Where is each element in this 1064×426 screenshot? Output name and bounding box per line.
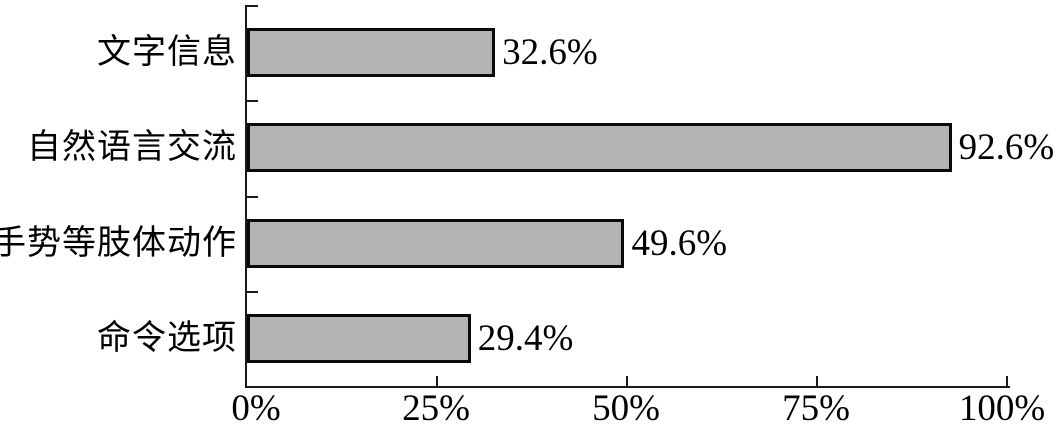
y-axis-line xyxy=(245,5,247,388)
category-label: 手势等肢体动作 xyxy=(0,225,237,262)
x-axis-tick xyxy=(1006,376,1008,386)
x-tick-label: 50% xyxy=(592,388,660,426)
bar xyxy=(247,314,471,363)
x-axis-tick xyxy=(816,376,818,386)
value-label: 32.6% xyxy=(502,32,598,73)
y-axis-tick xyxy=(247,196,258,198)
x-axis-line xyxy=(245,386,1010,388)
value-label: 92.6% xyxy=(958,127,1055,168)
x-tick-label: 0% xyxy=(231,388,281,426)
category-label: 文字信息 xyxy=(97,34,237,71)
bar-row: 手势等肢体动作 49.6% xyxy=(0,196,1064,292)
bar xyxy=(247,123,952,172)
bar xyxy=(247,28,496,77)
bar-track: 49.6% xyxy=(247,219,1008,268)
bar-track: 92.6% xyxy=(247,123,1054,172)
bar xyxy=(247,219,625,268)
category-label: 自然语言交流 xyxy=(27,129,237,166)
bar-track: 29.4% xyxy=(247,314,1008,363)
bar-row: 文字信息 32.6% xyxy=(0,5,1064,101)
y-axis-tick xyxy=(247,291,258,293)
x-axis-tick xyxy=(626,376,628,386)
value-label: 49.6% xyxy=(631,223,728,264)
category-label: 命令选项 xyxy=(97,320,237,357)
x-axis-tick xyxy=(436,376,438,386)
bar-row: 命令选项 29.4% xyxy=(0,291,1064,387)
y-axis-tick xyxy=(247,5,258,7)
bar-row: 自然语言交流 92.6% xyxy=(0,100,1064,196)
bar-track: 32.6% xyxy=(247,28,1008,77)
x-tick-label: 75% xyxy=(782,388,850,426)
x-tick-label: 25% xyxy=(402,388,470,426)
x-tick-label: 100% xyxy=(958,388,1046,426)
value-label: 29.4% xyxy=(477,318,574,359)
y-axis-tick xyxy=(247,100,258,102)
